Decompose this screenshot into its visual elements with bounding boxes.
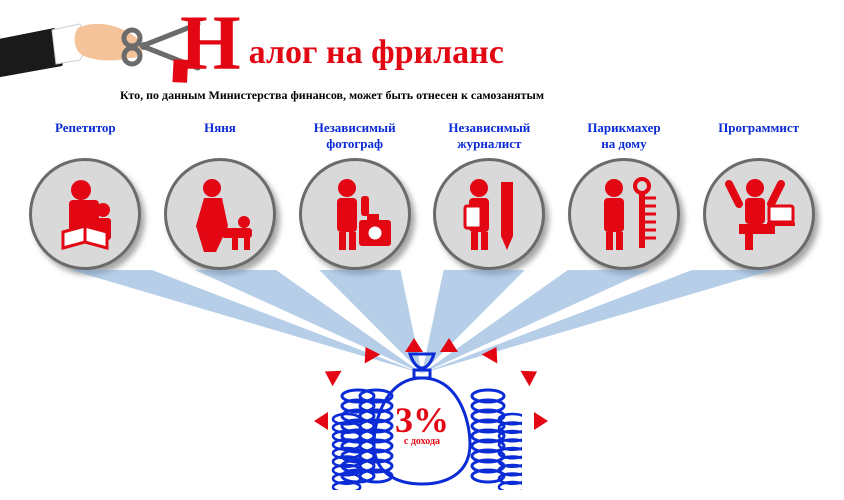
category-circle: [29, 158, 141, 270]
hand-scissors-icon: [0, 2, 204, 94]
title-rest: алог на фриланс: [249, 34, 504, 72]
category-label: Няня: [155, 120, 285, 154]
category-hairdresser: Парикмахерна дому: [559, 120, 689, 270]
money-section: 3% с дохода: [0, 350, 844, 495]
categories-row: Репетитор Няня Независимыйфотограф Незав…: [0, 120, 844, 270]
page-title: Н алог на фриланс: [180, 8, 504, 78]
journalist-icon: [451, 176, 527, 252]
category-circle: [299, 158, 411, 270]
programmer-icon: [721, 176, 797, 252]
category-circle: [164, 158, 276, 270]
category-circle: [568, 158, 680, 270]
category-nanny: Няня: [155, 120, 285, 270]
category-label: Парикмахерна дому: [559, 120, 689, 154]
tax-percent-wrap: 3% с дохода: [395, 402, 449, 447]
title-big-letter: Н: [180, 8, 241, 78]
category-tutor: Репетитор: [20, 120, 150, 270]
tax-percent: 3%: [395, 402, 449, 438]
category-photographer: Независимыйфотограф: [290, 120, 420, 270]
hairdresser-icon: [586, 176, 662, 252]
header: Н алог на фриланс: [0, 0, 844, 100]
category-circle: [433, 158, 545, 270]
category-label: Независимыйфотограф: [290, 120, 420, 154]
photographer-icon: [317, 176, 393, 252]
category-label: Независимыйжурналист: [424, 120, 554, 154]
category-label: Программист: [694, 120, 824, 154]
tutor-icon: [47, 176, 123, 252]
category-label: Репетитор: [20, 120, 150, 154]
nanny-icon: [182, 176, 258, 252]
category-journalist: Независимыйжурналист: [424, 120, 554, 270]
subtitle: Кто, по данным Министерства финансов, мо…: [120, 88, 544, 103]
category-programmer: Программист: [694, 120, 824, 270]
category-circle: [703, 158, 815, 270]
